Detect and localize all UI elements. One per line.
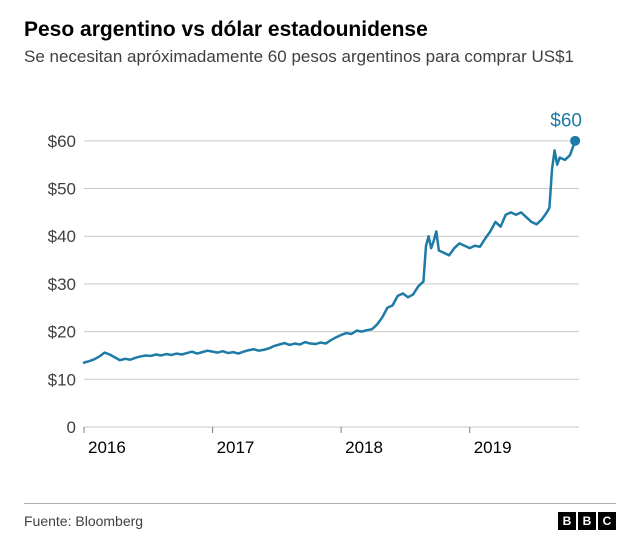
svg-text:2018: 2018 [345,438,383,457]
svg-text:$40: $40 [48,227,76,246]
svg-text:$20: $20 [48,323,76,342]
bbc-logo-letter: C [598,512,616,530]
bbc-logo-letter: B [578,512,596,530]
chart-title: Peso argentino vs dólar estadounidense [24,18,616,42]
chart-area: 0 $10 $20 $30 $40 $50 $60 2016 2017 2018 2019 $60 [24,87,616,472]
svg-text:$60: $60 [550,110,582,131]
svg-text:$60: $60 [48,132,76,151]
chart-footer: Fuente: Bloomberg B B C [24,503,616,530]
svg-text:0: 0 [67,418,76,437]
chart-subtitle: Se necesitan apróximadamente 60 pesos ar… [24,46,616,69]
svg-text:$50: $50 [48,179,76,198]
source-label: Fuente: Bloomberg [24,513,143,529]
svg-text:2017: 2017 [217,438,255,457]
svg-text:$10: $10 [48,370,76,389]
bbc-logo: B B C [558,512,616,530]
chart-container: Peso argentino vs dólar estadounidense S… [0,0,640,540]
svg-text:2019: 2019 [474,438,512,457]
svg-text:2016: 2016 [88,438,126,457]
svg-text:$30: $30 [48,275,76,294]
bbc-logo-letter: B [558,512,576,530]
line-chart-svg: 0 $10 $20 $30 $40 $50 $60 2016 2017 2018 2019 $60 [24,87,609,467]
